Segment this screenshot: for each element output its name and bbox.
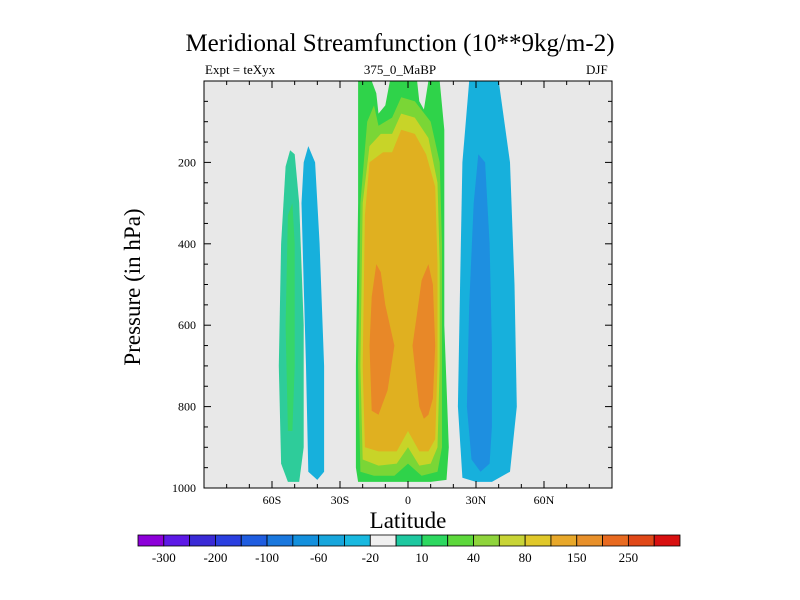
left-string: Expt = teXyx <box>205 62 276 77</box>
contour-region-2 <box>301 146 325 480</box>
right-string: DJF <box>586 62 608 77</box>
colorbar-label: -60 <box>310 550 327 565</box>
colorbar-label: 40 <box>467 550 480 565</box>
colorbar-label: 250 <box>619 550 639 565</box>
colorbar-box <box>292 534 320 547</box>
colorbar-box <box>524 534 552 547</box>
y-tick-label: 800 <box>178 400 196 414</box>
colorbar-box <box>189 534 216 547</box>
colorbar-box <box>550 534 578 547</box>
center-string: 375_0_MaBP <box>363 62 437 77</box>
axes: 60S 30S 0 30N 60N 200 400 600 800 1000 <box>172 80 613 507</box>
colorbar-box <box>215 534 242 547</box>
colorbar-box <box>421 534 449 547</box>
contour-region-9 <box>369 264 395 415</box>
colorbar-box <box>344 534 371 547</box>
x-tick-label: 60N <box>534 493 555 507</box>
y-tick-label: 400 <box>178 237 196 251</box>
y-tick-label: 600 <box>178 318 196 332</box>
colorbar-label: -200 <box>204 550 228 565</box>
colorbar-box <box>473 534 500 547</box>
colorbar-label: -20 <box>362 550 379 565</box>
colorbar: -300 -200 -100 -60 -20 10 40 80 150 250 <box>137 534 681 565</box>
colorbar-label: 80 <box>519 550 532 565</box>
y-tick-label: 200 <box>178 155 196 169</box>
plot-area <box>204 81 612 488</box>
colorbar-box <box>447 534 474 547</box>
colorbar-label: 150 <box>567 550 587 565</box>
colorbar-box <box>369 534 397 547</box>
colorbar-box <box>602 534 629 547</box>
contour-region-4 <box>466 154 492 472</box>
y-tick-label: 1000 <box>172 481 196 495</box>
y-axis-label: Pressure (in hPa) <box>120 208 145 365</box>
colorbar-box <box>266 534 294 547</box>
x-tick-label: 30S <box>331 493 350 507</box>
colorbar-box <box>395 534 423 547</box>
x-tick-label: 60S <box>263 493 282 507</box>
contour-region-10 <box>412 264 436 419</box>
colorbar-box <box>137 534 165 547</box>
colorbar-box <box>576 534 603 547</box>
contour-region-1 <box>285 203 295 431</box>
colorbar-label: -300 <box>152 550 176 565</box>
colorbar-box <box>240 534 268 547</box>
colorbar-box <box>163 534 191 547</box>
colorbar-label: 10 <box>415 550 428 565</box>
colorbar-label: -100 <box>255 550 279 565</box>
colorbar-box <box>498 534 526 547</box>
chart-title: Meridional Streamfunction (10**9kg/m-2) <box>185 30 615 57</box>
x-axis-label: Latitude <box>370 508 447 533</box>
colorbar-box <box>318 534 345 547</box>
x-tick-label: 30N <box>466 493 487 507</box>
colorbar-box <box>653 534 681 547</box>
x-tick-label: 0 <box>405 493 411 507</box>
colorbar-box <box>627 534 655 547</box>
